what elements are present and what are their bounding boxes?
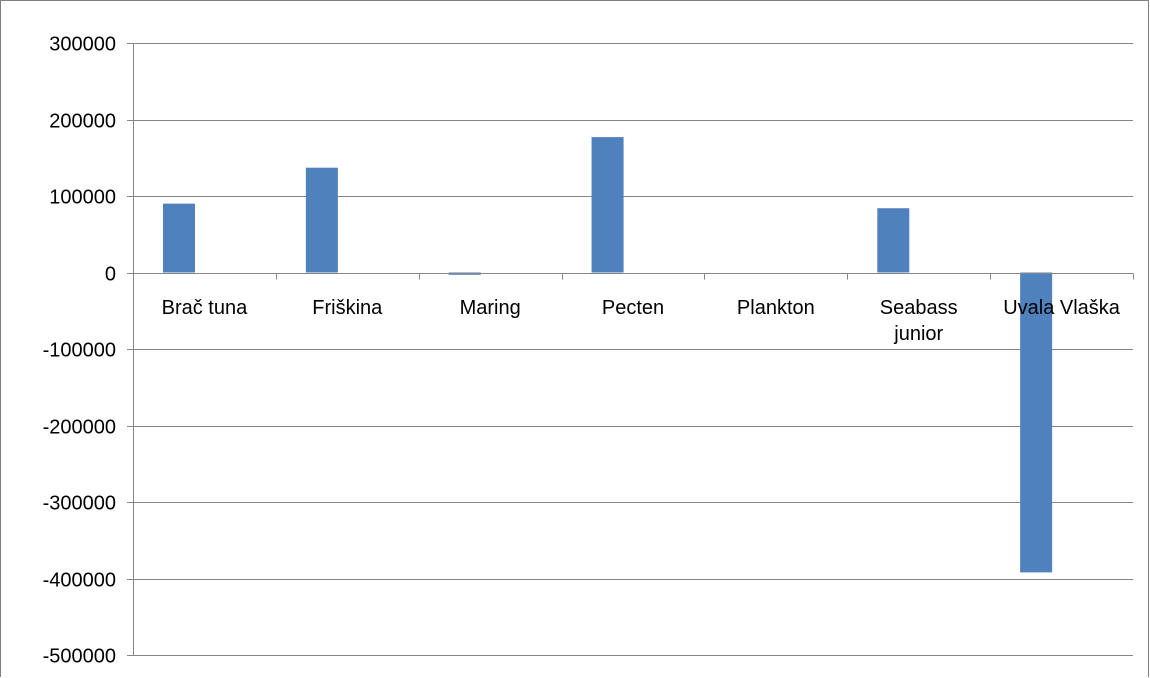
y-tick-label: -500000 xyxy=(43,646,116,668)
y-tick-label: -200000 xyxy=(43,417,116,439)
x-category-label: Uvala Vlaška xyxy=(1003,297,1121,319)
y-tick-label: 0 xyxy=(105,264,116,286)
y-tick-label: -400000 xyxy=(43,570,116,592)
y-tick-label: 100000 xyxy=(49,187,116,209)
category-labels: Brač tuna Friškina Maring Pecten Plankton Sea… xyxy=(162,297,1121,345)
gridlines xyxy=(127,43,1133,656)
axes xyxy=(133,43,1134,655)
bar xyxy=(877,208,910,273)
x-category-label: Seabass junior xyxy=(880,297,958,345)
x-category-label-line: Friškina xyxy=(312,297,383,319)
bar xyxy=(591,137,624,273)
y-tick-label: 300000 xyxy=(49,34,116,56)
x-category-label: Pecten xyxy=(602,297,664,319)
bars xyxy=(163,137,1053,573)
y-tick-label: -100000 xyxy=(43,340,116,362)
x-category-label-line: Uvala Vlaška xyxy=(1003,297,1121,319)
x-category-label-line: Brač tuna xyxy=(162,297,248,319)
x-category-label: Brač tuna xyxy=(162,297,248,319)
x-category-label: Friškina xyxy=(312,297,383,319)
x-category-label: Maring xyxy=(460,297,521,319)
y-tick-label: 200000 xyxy=(49,111,116,133)
x-category-label-line: Pecten xyxy=(602,297,664,319)
x-category-label-line: Seabass xyxy=(880,297,958,319)
bar xyxy=(1020,272,1053,573)
bar xyxy=(305,167,338,273)
y-tick-labels: 300000 200000 100000 0 -100000 -200000 -300000… xyxy=(43,34,116,668)
y-tick-label: -300000 xyxy=(43,493,116,515)
x-category-label-line: Plankton xyxy=(737,297,815,319)
x-category-label: Plankton xyxy=(737,297,815,319)
x-category-label-line: Maring xyxy=(460,297,521,319)
x-category-label-line: junior xyxy=(893,323,943,345)
bar xyxy=(163,203,195,273)
